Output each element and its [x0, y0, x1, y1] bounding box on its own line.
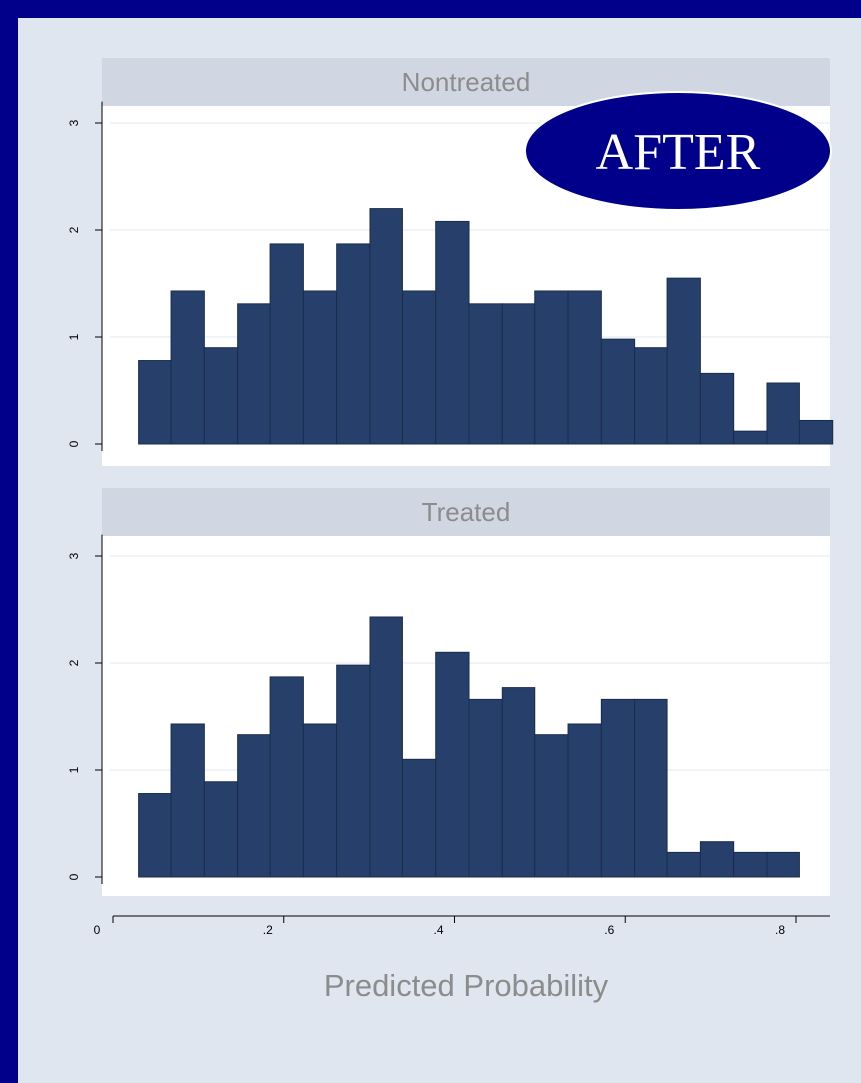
- x-tick-label: .6: [604, 923, 614, 937]
- histogram-bar: [501, 687, 536, 878]
- after-badge: AFTER: [524, 91, 832, 211]
- x-axis: 0 .2 .4 .6 .8: [94, 915, 830, 937]
- histogram-bar: [435, 220, 470, 445]
- histogram-bar: [138, 360, 172, 445]
- histogram-bar: [733, 430, 768, 445]
- histogram-bar: [401, 758, 437, 878]
- y-tick-label: 1: [67, 766, 81, 773]
- histogram-bar: [534, 734, 569, 878]
- after-badge-label: AFTER: [596, 124, 761, 181]
- panel-strip-treated: [102, 488, 830, 536]
- histogram-bar: [302, 290, 338, 445]
- histogram-bar: [634, 698, 668, 878]
- panel-nontreated: Nontreated 0 1 2 3: [67, 58, 834, 466]
- histogram-bar: [501, 303, 536, 445]
- y-tick-label: 2: [67, 659, 81, 666]
- histogram-bar: [302, 723, 338, 878]
- after-badge-ellipse: [524, 91, 832, 211]
- histogram-bar: [369, 616, 403, 878]
- histogram-bar: [435, 651, 470, 878]
- y-tick-label: 0: [67, 440, 81, 447]
- y-tick-label: 0: [67, 873, 81, 880]
- histogram-bar: [336, 664, 371, 878]
- histogram-bar: [699, 841, 735, 878]
- panel-title-nontreated: Nontreated: [402, 67, 531, 97]
- histogram-bar: [269, 243, 304, 445]
- histogram-bar: [237, 734, 271, 878]
- histogram-bar: [401, 290, 437, 445]
- x-tick-label: .2: [263, 923, 273, 937]
- histogram-bar: [733, 851, 768, 878]
- histogram-bar: [170, 290, 205, 445]
- histogram-bar: [766, 851, 800, 878]
- y-tick-label: 2: [67, 226, 81, 233]
- x-axis-title: Predicted Probability: [324, 968, 609, 1003]
- histogram-bar: [766, 382, 800, 445]
- histogram-bar: [567, 723, 602, 878]
- histogram-bar: [534, 290, 569, 445]
- histogram-bar: [237, 303, 271, 445]
- histogram-bar: [138, 793, 172, 878]
- histogram-bar: [203, 347, 239, 445]
- x-tick-label: .4: [433, 923, 443, 937]
- histogram-bar: [600, 338, 636, 445]
- panel-title-treated: Treated: [422, 497, 511, 527]
- histogram-bar: [203, 781, 239, 878]
- x-tick-label: 0: [94, 923, 101, 937]
- y-tick-label: 3: [67, 119, 81, 126]
- bars-treated: 0 1 2 3: [67, 534, 830, 884]
- y-tick-label: 3: [67, 552, 81, 559]
- graph-region: Nontreated 0 1 2 3 Treated 0 1 2 3 0 .2 .4 .6 .8 P…: [18, 18, 861, 1083]
- histogram-bar: [468, 698, 503, 878]
- histogram-bar: [798, 419, 834, 445]
- panel-treated: Treated 0 1 2 3: [67, 488, 830, 896]
- histogram-bar: [567, 290, 602, 445]
- histogram-bar: [269, 676, 304, 878]
- x-tick-label: .8: [775, 923, 785, 937]
- y-tick-label: 1: [67, 333, 81, 340]
- bars-nontreated: 0 1 2 3: [67, 101, 834, 451]
- histogram-bar: [600, 698, 636, 878]
- histogram-chart: Nontreated 0 1 2 3 Treated 0 1 2 3 0 .2 .4 .6 .8 P…: [67, 58, 834, 1003]
- histogram-bar: [170, 723, 205, 878]
- histogram-bar: [666, 277, 701, 445]
- histogram-bar: [468, 303, 503, 445]
- histogram-bar: [666, 851, 701, 878]
- histogram-bar: [369, 208, 403, 445]
- histogram-bar: [699, 372, 735, 445]
- histogram-bar: [336, 243, 371, 445]
- histogram-bar: [634, 347, 668, 445]
